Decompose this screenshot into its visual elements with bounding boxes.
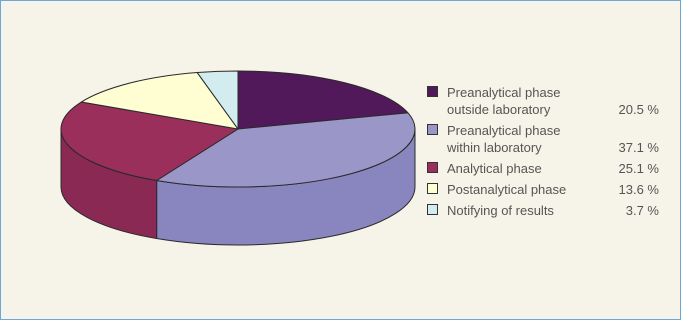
- legend-label: Postanalytical phase: [447, 182, 567, 197]
- legend-swatch: [427, 162, 438, 173]
- pie-slice-notifying: [196, 70, 239, 130]
- legend-label: Analytical phase: [447, 161, 542, 176]
- legend-value: 20.5 %: [618, 102, 659, 117]
- legend-item-preanalytical-outside: Preanalytical phase outside laboratory 2…: [427, 84, 659, 118]
- legend-item-postanalytical: Postanalytical phase 13.6 %: [427, 181, 659, 198]
- legend-value: 25.1 %: [618, 161, 659, 176]
- legend-item-preanalytical-within: Preanalytical phase within laboratory 37…: [427, 122, 659, 156]
- legend-label: Notifying of results: [447, 203, 554, 218]
- legend-swatch: [427, 86, 438, 97]
- legend-item-notifying: Notifying of results 3.7 %: [427, 202, 659, 219]
- pie-slice-preanalytical-outside: [237, 70, 409, 130]
- legend-swatch: [427, 204, 438, 215]
- legend-item-analytical: Analytical phase 25.1 %: [427, 160, 659, 177]
- legend-value: 13.6 %: [618, 182, 659, 197]
- pie-slice-postanalytical: [80, 72, 239, 130]
- pie-slice-preanalytical-within: [156, 112, 416, 188]
- legend: Preanalytical phase outside laboratory 2…: [427, 84, 659, 223]
- pie-chart: [60, 70, 416, 246]
- legend-label: Preanalytical phase within laboratory: [447, 123, 561, 155]
- legend-swatch: [427, 124, 438, 135]
- legend-value: 37.1 %: [618, 140, 659, 155]
- legend-value: 3.7 %: [625, 203, 659, 218]
- legend-label: Preanalytical phase outside laboratory: [447, 85, 561, 117]
- legend-swatch: [427, 183, 438, 194]
